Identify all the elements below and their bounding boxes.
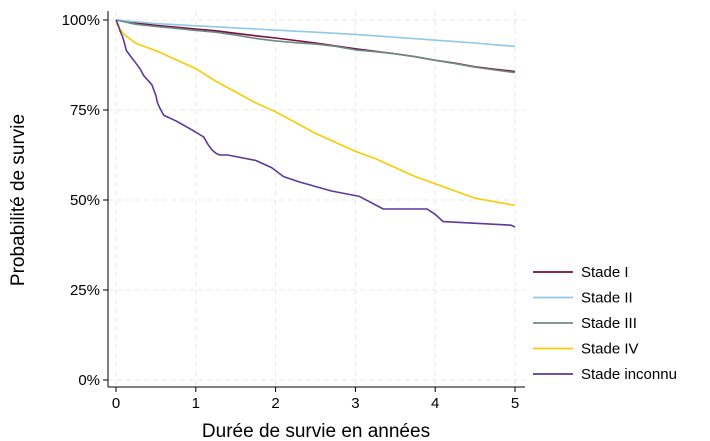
- y-tick-label: 50%: [70, 192, 100, 209]
- legend: Stade I Stade II Stade III Stade IV Stade in…: [533, 264, 677, 383]
- series-line-3: [115, 19, 516, 74]
- y-tick-label: 75%: [70, 102, 100, 119]
- x-axis-title: Durée de survie en années: [202, 421, 430, 441]
- legend-label: Stade III: [581, 315, 637, 332]
- axes: 0% 25% 50% 75% 100% 0 1 2 3 4 5: [62, 11, 525, 412]
- x-tick-label: 3: [351, 395, 359, 412]
- x-tick-label: 5: [511, 395, 519, 412]
- x-tick-label: 0: [112, 395, 120, 412]
- legend-label: Stade I: [581, 264, 629, 281]
- y-tick-label: 25%: [70, 282, 100, 299]
- x-tick-label: 4: [431, 395, 439, 412]
- legend-label: Stade II: [581, 290, 633, 307]
- y-axis-title: Probabilité de survie: [8, 114, 29, 286]
- grid-lines: [108, 11, 525, 387]
- series-lines: [115, 19, 516, 228]
- series-line-2: [115, 19, 516, 48]
- y-tick-label: 0%: [78, 372, 100, 389]
- x-tick-label: 2: [271, 395, 279, 412]
- series-line-4: [115, 23, 516, 207]
- series-line-5: [115, 19, 516, 228]
- legend-label: Stade inconnu: [581, 366, 677, 383]
- legend-label: Stade IV: [581, 341, 639, 358]
- y-tick-label: 100%: [62, 12, 100, 29]
- x-tick-label: 1: [192, 395, 200, 412]
